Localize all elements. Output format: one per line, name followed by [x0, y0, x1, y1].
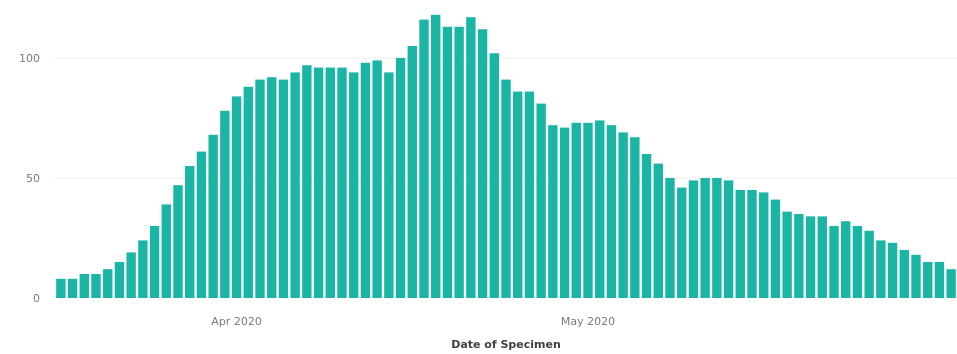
bar[interactable]: [477, 29, 488, 298]
bar[interactable]: [653, 163, 663, 298]
bar[interactable]: [103, 269, 113, 298]
y-tick-label: 50: [26, 172, 40, 185]
bar[interactable]: [243, 86, 253, 298]
bar[interactable]: [887, 242, 898, 298]
bar[interactable]: [419, 19, 429, 298]
bar[interactable]: [770, 199, 781, 298]
bar[interactable]: [173, 185, 183, 298]
bar[interactable]: [536, 103, 546, 298]
bar[interactable]: [618, 132, 628, 298]
bar[interactable]: [278, 79, 289, 298]
bar[interactable]: [349, 72, 359, 299]
bar[interactable]: [677, 187, 687, 298]
bar[interactable]: [630, 137, 640, 298]
bar[interactable]: [149, 226, 160, 298]
bar[interactable]: [196, 151, 207, 298]
bar[interactable]: [442, 26, 453, 299]
bar[interactable]: [79, 274, 89, 298]
x-tick-label: May 2020: [561, 315, 615, 328]
bar[interactable]: [372, 60, 382, 299]
bar[interactable]: [946, 269, 956, 298]
bar[interactable]: [606, 125, 617, 298]
bar[interactable]: [395, 58, 406, 298]
bar[interactable]: [185, 166, 195, 298]
bar[interactable]: [513, 91, 523, 298]
bar[interactable]: [384, 72, 394, 299]
bar[interactable]: [923, 262, 933, 298]
bar-series: [56, 14, 956, 299]
bar[interactable]: [723, 180, 734, 298]
bar[interactable]: [91, 274, 101, 298]
bar[interactable]: [313, 67, 324, 298]
bar[interactable]: [501, 79, 511, 298]
y-tick-label: 100: [19, 52, 40, 65]
bar[interactable]: [641, 154, 652, 298]
bar[interactable]: [56, 278, 66, 298]
bar[interactable]: [431, 14, 441, 299]
bar[interactable]: [360, 62, 371, 298]
bar[interactable]: [290, 72, 300, 299]
bar[interactable]: [759, 192, 769, 298]
bar[interactable]: [934, 262, 945, 298]
bar[interactable]: [735, 190, 745, 298]
bar[interactable]: [583, 122, 593, 298]
bar[interactable]: [817, 216, 827, 298]
bar[interactable]: [712, 178, 722, 298]
x-axis-ticks: Apr 2020 May 2020: [211, 315, 615, 328]
bar[interactable]: [161, 204, 171, 298]
bar[interactable]: [747, 190, 757, 298]
bar[interactable]: [571, 122, 581, 298]
bar[interactable]: [829, 226, 839, 298]
bar[interactable]: [302, 65, 312, 298]
bar[interactable]: [337, 67, 347, 298]
bar[interactable]: [899, 250, 909, 298]
bar[interactable]: [852, 226, 863, 298]
bar[interactable]: [876, 240, 886, 298]
bar[interactable]: [794, 214, 804, 298]
bar[interactable]: [255, 79, 265, 298]
bar[interactable]: [489, 53, 499, 299]
bar[interactable]: [407, 46, 417, 298]
bar[interactable]: [208, 134, 218, 298]
bar[interactable]: [805, 216, 816, 298]
bar[interactable]: [595, 120, 605, 299]
bar[interactable]: [220, 110, 230, 298]
y-tick-label: 0: [33, 292, 40, 305]
bar[interactable]: [114, 262, 125, 298]
bar[interactable]: [665, 178, 675, 298]
bar[interactable]: [524, 91, 535, 298]
bar[interactable]: [67, 278, 78, 298]
bar[interactable]: [454, 26, 464, 299]
bar[interactable]: [138, 240, 148, 298]
x-axis-title: Date of Specimen: [451, 338, 561, 351]
bar[interactable]: [325, 67, 335, 298]
bar[interactable]: [864, 230, 874, 298]
bar[interactable]: [466, 17, 476, 298]
bar[interactable]: [782, 211, 792, 298]
bar[interactable]: [688, 180, 699, 298]
bar[interactable]: [911, 254, 921, 298]
bar[interactable]: [841, 221, 851, 298]
y-axis-ticks: 0 50 100: [19, 52, 40, 305]
bar[interactable]: [231, 96, 242, 299]
bar[interactable]: [126, 252, 136, 298]
bar[interactable]: [267, 77, 277, 298]
bar[interactable]: [559, 127, 570, 298]
bar[interactable]: [548, 125, 558, 298]
bar[interactable]: [700, 178, 710, 298]
x-tick-label: Apr 2020: [211, 315, 262, 328]
